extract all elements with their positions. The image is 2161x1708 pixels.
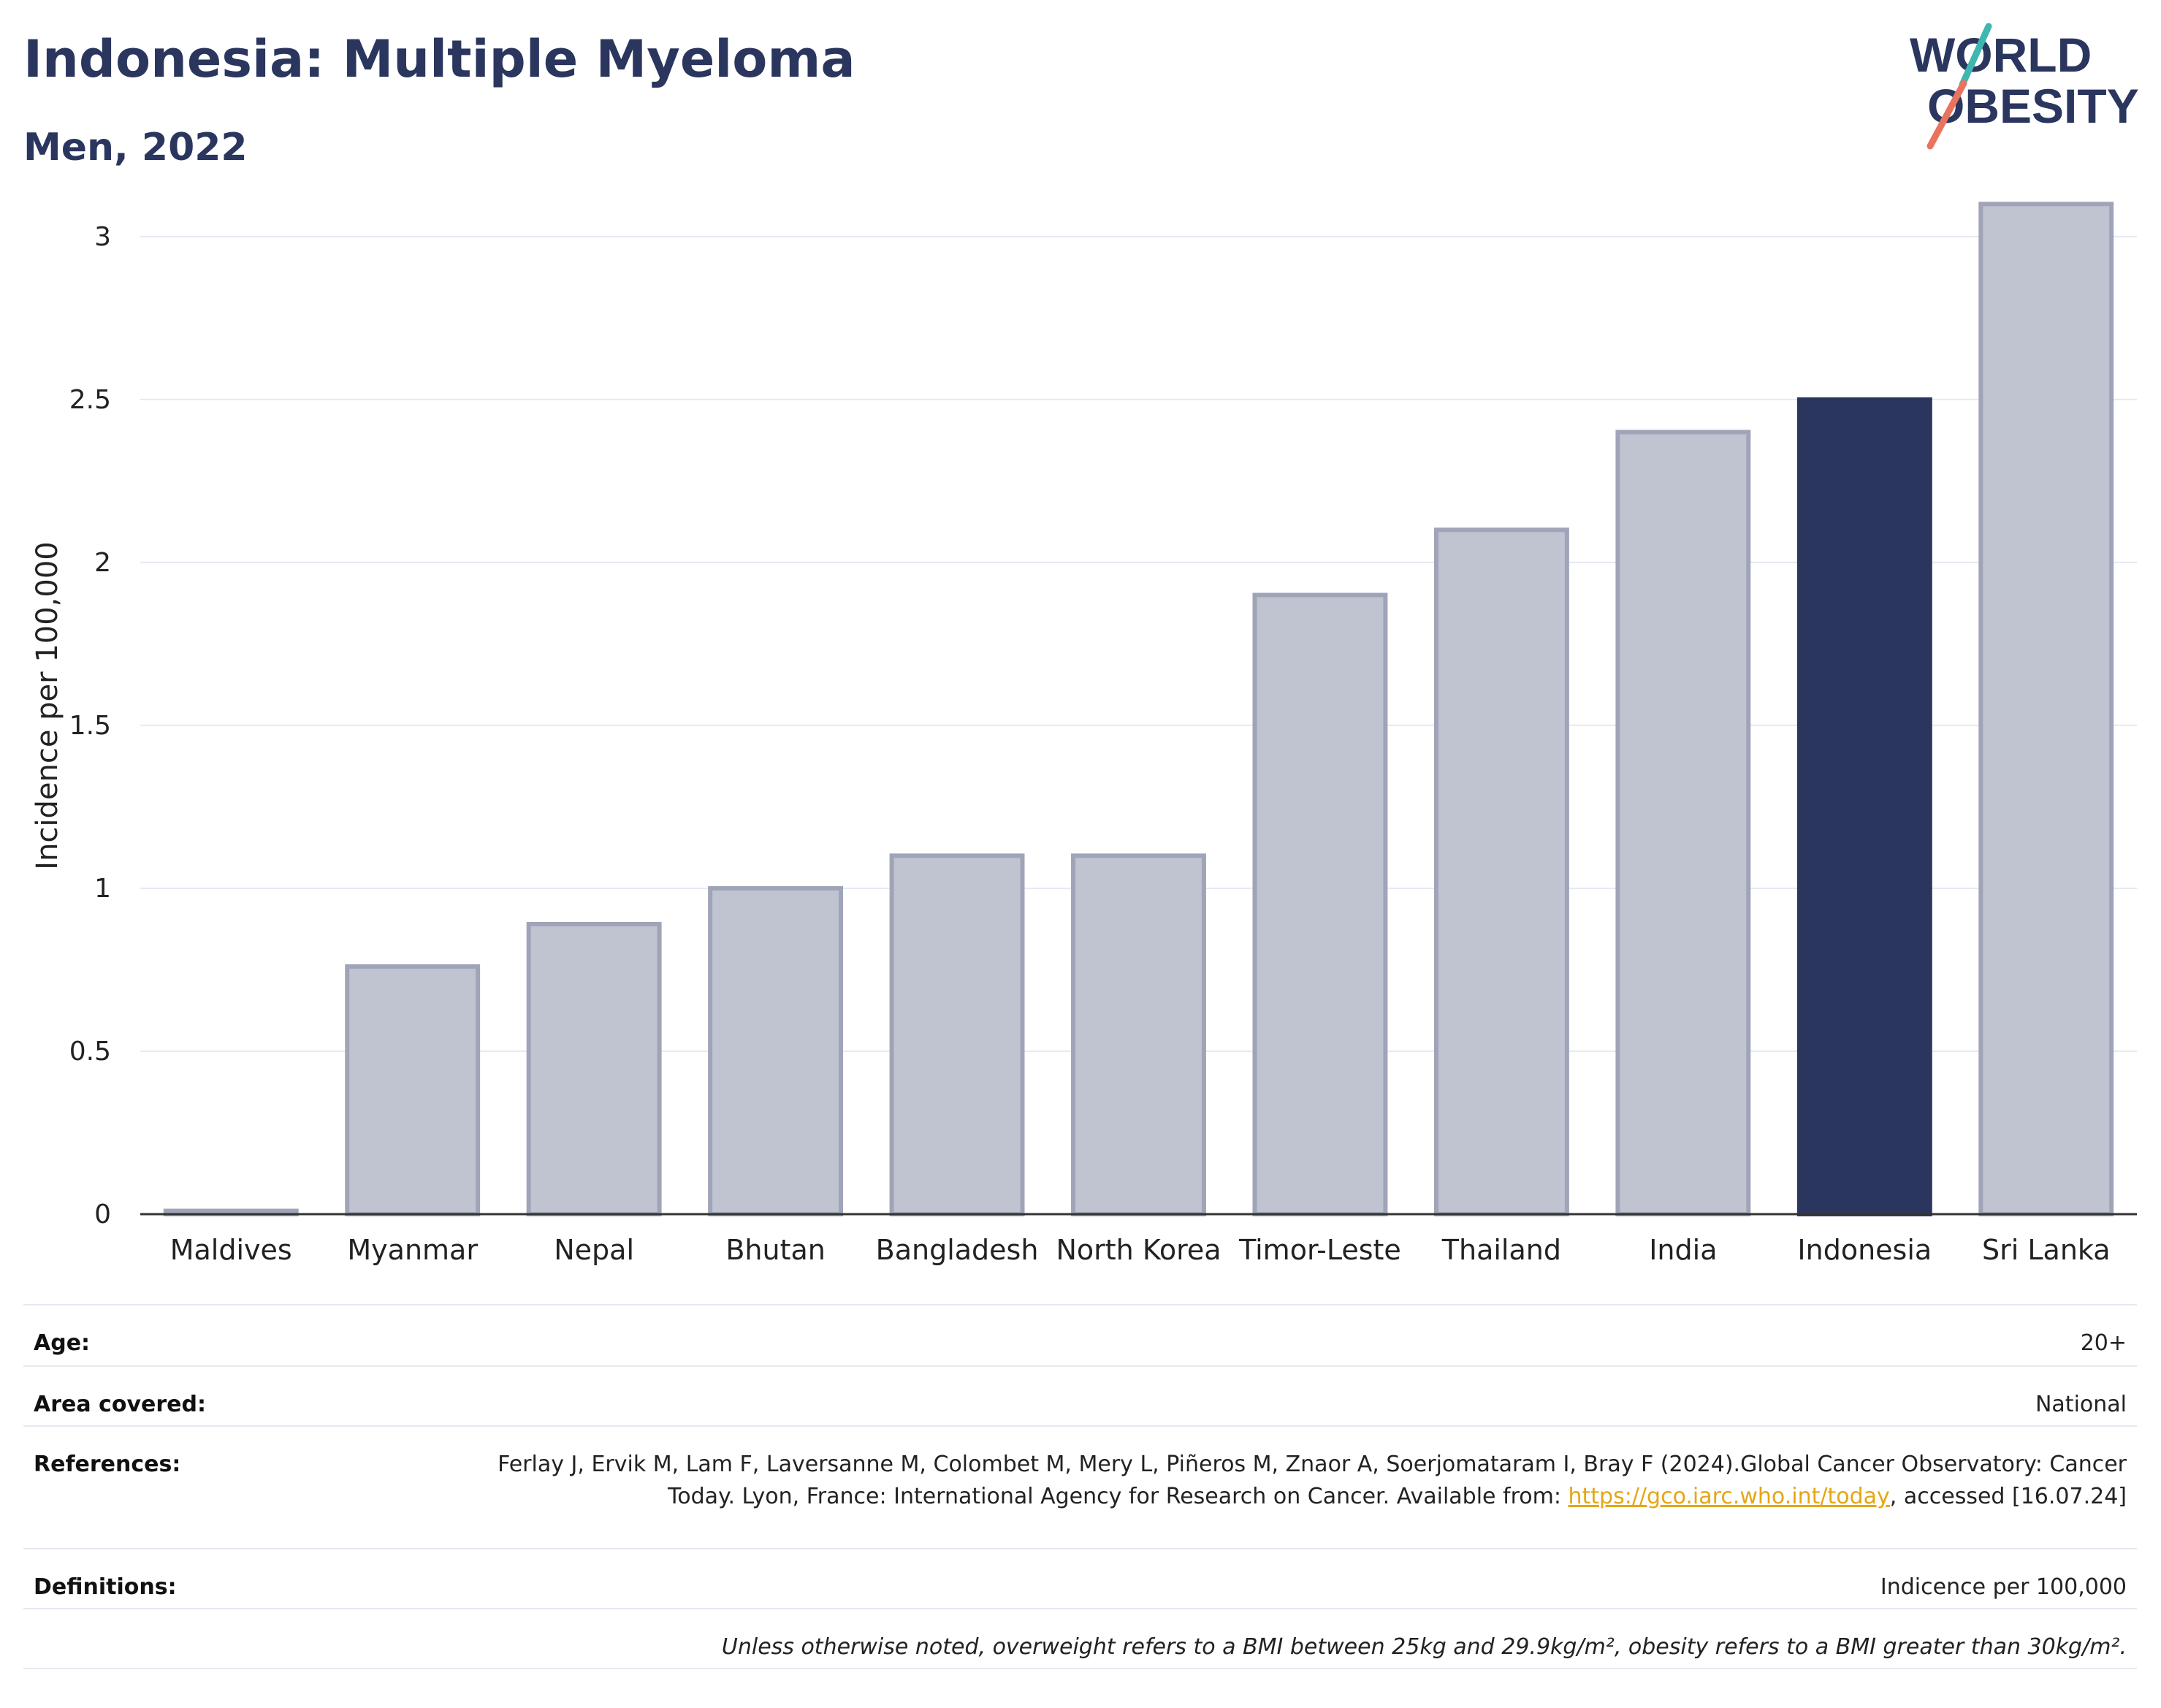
definitions-label: Definitions:: [34, 1574, 177, 1600]
meta-row-references: References: Ferlay J, Ervik M, Lam F, La…: [23, 1427, 2137, 1549]
y-axis-label: Incidence per 100,000: [31, 541, 64, 870]
references-value: Ferlay J, Ervik M, Lam F, Laversanne M, …: [446, 1449, 2127, 1513]
y-tick-label: 3: [94, 222, 111, 252]
y-tick-label: 1: [94, 874, 111, 904]
bar-india: [1615, 430, 1751, 1216]
x-tick-label: Sri Lanka: [1982, 1234, 2111, 1266]
meta-row-area: Area covered: National: [23, 1367, 2137, 1427]
age-value: 20+: [2080, 1330, 2127, 1356]
bar-nepal: [526, 922, 662, 1217]
area-label: Area covered:: [34, 1392, 206, 1417]
x-tick-label: Timor-Leste: [1238, 1234, 1401, 1266]
age-label: Age:: [34, 1330, 91, 1356]
chart-subtitle: Men, 2022: [23, 126, 248, 169]
bar-timor-leste: [1252, 592, 1388, 1216]
x-tick-label: North Korea: [1056, 1234, 1221, 1266]
bar-thailand: [1433, 527, 1569, 1216]
y-tick-label: 2: [94, 548, 111, 578]
y-tick-label: 0.5: [69, 1037, 111, 1067]
x-tick-label: Thailand: [1441, 1234, 1561, 1266]
area-value: National: [2035, 1392, 2127, 1417]
y-tick-labels: 0 0.5 1 1.5 2 2.5 3: [69, 222, 111, 1229]
x-tick-label: Bhutan: [725, 1234, 826, 1266]
bmi-note: Unless otherwise noted, overweight refer…: [721, 1634, 2127, 1660]
bar-bhutan: [708, 885, 844, 1217]
world-obesity-logo: WORLD OBESITY: [1910, 23, 2139, 150]
meta-row-age: Age: 20+: [23, 1305, 2137, 1367]
x-tick-label: Nepal: [554, 1234, 634, 1266]
bar-myanmar: [345, 964, 481, 1216]
references-label: References:: [34, 1452, 181, 1477]
meta-row-note: Unless otherwise noted, overweight refer…: [23, 1609, 2137, 1669]
bar-bangladesh: [889, 853, 1025, 1217]
x-tick-label: Indonesia: [1797, 1234, 1932, 1266]
definitions-value: Indicence per 100,000: [1880, 1574, 2127, 1600]
x-tick-label: Maldives: [170, 1234, 292, 1266]
bar-sri-lanka: [1978, 202, 2114, 1216]
logo-line-1: WORLD: [1910, 28, 2092, 82]
x-tick-labels: Maldives Myanmar Nepal Bhutan Bangladesh Nort…: [170, 1234, 2111, 1266]
y-tick-label: 0: [94, 1200, 111, 1229]
bar-chart: 0 0.5 1 1.5 2 2.5 3 Maldives Myanmar Nepal Bhutan…: [31, 202, 2137, 1266]
bar-north-korea: [1071, 853, 1206, 1217]
x-tick-label: India: [1649, 1234, 1717, 1266]
x-tick-label: Myanmar: [347, 1234, 478, 1266]
bar-indonesia: [1796, 397, 1932, 1216]
logo-slash-teal: [1959, 23, 1992, 88]
references-link[interactable]: https://gco.iarc.who.int/today: [1568, 1484, 1890, 1509]
references-text: Ferlay J, Ervik M, Lam F, Laversanne M, …: [498, 1452, 2127, 1509]
metadata-table: Age: 20+ Area covered: National Referenc…: [23, 1304, 2137, 1669]
references-accessed: , accessed [16.07.24]: [1889, 1484, 2127, 1509]
y-tick-label: 2.5: [69, 385, 111, 415]
y-tick-label: 1.5: [69, 711, 111, 741]
chart-title: Indonesia: Multiple Myeloma: [23, 29, 855, 89]
bars: [163, 202, 2114, 1217]
meta-row-definitions: Definitions: Indicence per 100,000: [23, 1549, 2137, 1609]
logo-slash-coral: [1926, 80, 1967, 150]
x-tick-label: Bangladesh: [876, 1234, 1039, 1266]
